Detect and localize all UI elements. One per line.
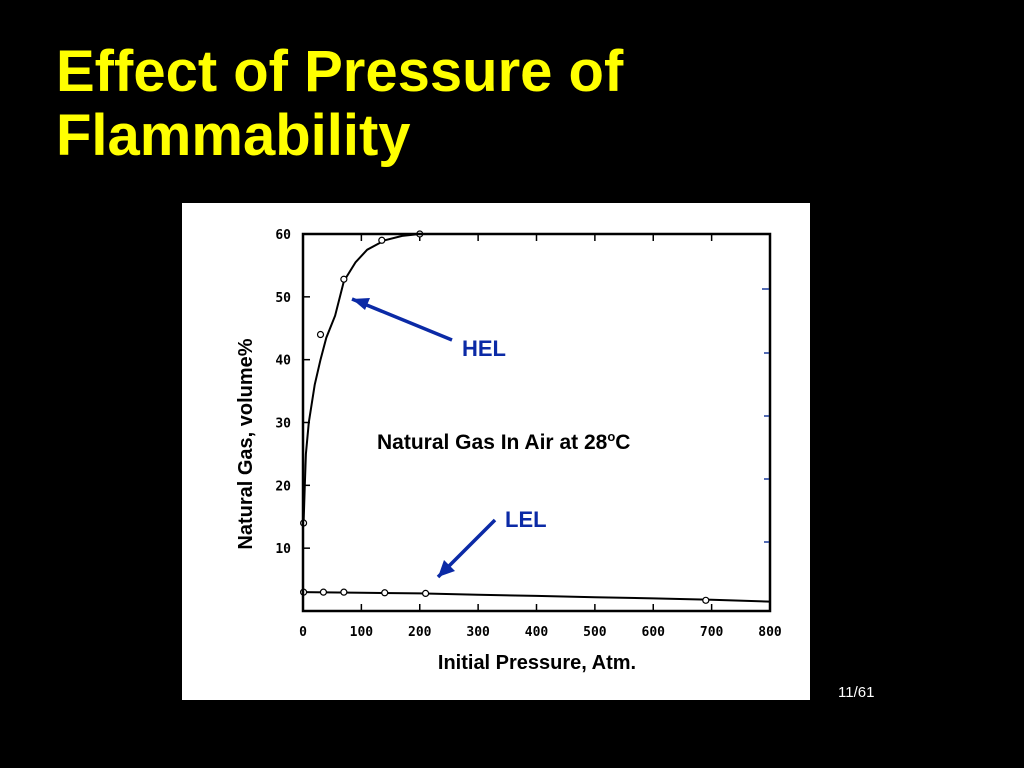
lel-data-point bbox=[421, 589, 430, 598]
hel-arrow bbox=[351, 297, 453, 342]
x-tick-label: 600 bbox=[642, 625, 666, 640]
y-tick-label: 40 bbox=[275, 354, 291, 369]
y-axis-label: Natural Gas, volume% bbox=[235, 338, 257, 549]
lel-data-point bbox=[340, 588, 348, 596]
right-edge-ticks bbox=[762, 288, 769, 543]
flammability-chart: 0 100 200 300 400 500 600 700 800 10 20 30 40 50 60 N… bbox=[235, 228, 782, 674]
hel-label: HEL bbox=[462, 336, 506, 361]
y-tick-label: 30 bbox=[275, 417, 291, 432]
x-tick-label: 800 bbox=[758, 625, 782, 640]
lel-data-point bbox=[381, 589, 389, 597]
slide-title-line-1: Effect of Pressure of bbox=[56, 39, 624, 104]
y-tick-label: 50 bbox=[275, 291, 291, 306]
plot-frame bbox=[301, 232, 772, 613]
hel-data-point bbox=[378, 236, 386, 244]
lel-data-point bbox=[319, 588, 328, 596]
chart-figure: 0 100 200 300 400 500 600 700 800 10 20 30 40 50 60 N… bbox=[182, 203, 810, 700]
lel-label: LEL bbox=[505, 507, 547, 532]
chart-title-tail: C bbox=[615, 431, 630, 454]
y-tick-label: 20 bbox=[275, 479, 291, 494]
chart-title-superscript: o bbox=[607, 429, 615, 444]
hel-data-point bbox=[316, 330, 325, 339]
x-tick-label: 300 bbox=[466, 625, 490, 640]
x-tick-label: 100 bbox=[350, 625, 374, 640]
chart-title: Natural Gas In Air at 28oC bbox=[377, 429, 630, 454]
x-axis-label: Initial Pressure, Atm. bbox=[438, 652, 636, 674]
lel-data-point bbox=[702, 596, 710, 604]
lel-curve bbox=[302, 591, 771, 603]
slide-title: Effect of Pressure of Flammability bbox=[56, 40, 956, 168]
x-tick-label: 700 bbox=[700, 625, 724, 640]
y-tick-label: 10 bbox=[275, 542, 291, 557]
slide-title-line-2: Flammability bbox=[56, 103, 411, 168]
page-number: 11/61 bbox=[838, 684, 875, 701]
x-tick-label: 0 bbox=[299, 625, 307, 640]
chart-title-main: Natural Gas In Air at 28 bbox=[377, 431, 608, 454]
lel-arrow-head bbox=[438, 560, 455, 577]
y-tick-label: 60 bbox=[275, 228, 291, 243]
x-tick-label: 500 bbox=[583, 625, 607, 640]
hel-data-point bbox=[340, 275, 348, 283]
x-tick-label: 400 bbox=[525, 625, 549, 640]
hel-arrow-head bbox=[352, 298, 370, 310]
x-tick-label: 200 bbox=[408, 625, 432, 640]
hel-curve bbox=[302, 233, 770, 524]
